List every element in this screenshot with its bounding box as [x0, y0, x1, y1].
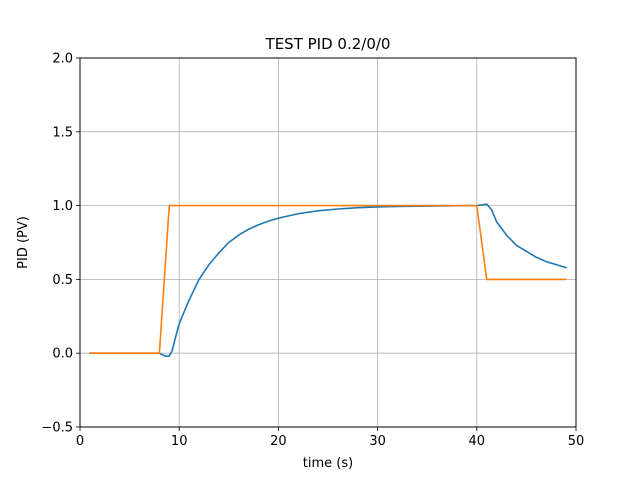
- x-tick-label: 30: [369, 434, 386, 449]
- y-tick-label: 1.0: [52, 199, 73, 214]
- y-tick-label: 0.0: [52, 347, 73, 362]
- ticks-group: 0 10 20 30 40 50 −0.5 0.0 0.5 1.0 1.5 2.0: [41, 52, 584, 450]
- x-axis-label: time (s): [303, 456, 353, 471]
- y-tick-label: 1.5: [52, 125, 73, 140]
- series-line-2: [89, 204, 567, 355]
- y-tick-label: 0.5: [52, 273, 73, 288]
- x-tick-label: 50: [568, 434, 585, 449]
- series-line-1: [89, 203, 567, 357]
- plot-frame: [79, 57, 577, 428]
- x-tick-label: 40: [469, 434, 486, 449]
- x-tick-label: 20: [270, 434, 287, 449]
- x-tick-label: 10: [171, 434, 188, 449]
- y-tick-label: −0.5: [41, 421, 73, 436]
- x-tick-label: 0: [76, 434, 84, 449]
- series-group: [89, 203, 567, 357]
- y-tick-label: 2.0: [52, 52, 73, 67]
- y-axis-label: PID (PV): [16, 216, 31, 269]
- chart-title: TEST PID 0.2/0/0: [265, 35, 391, 53]
